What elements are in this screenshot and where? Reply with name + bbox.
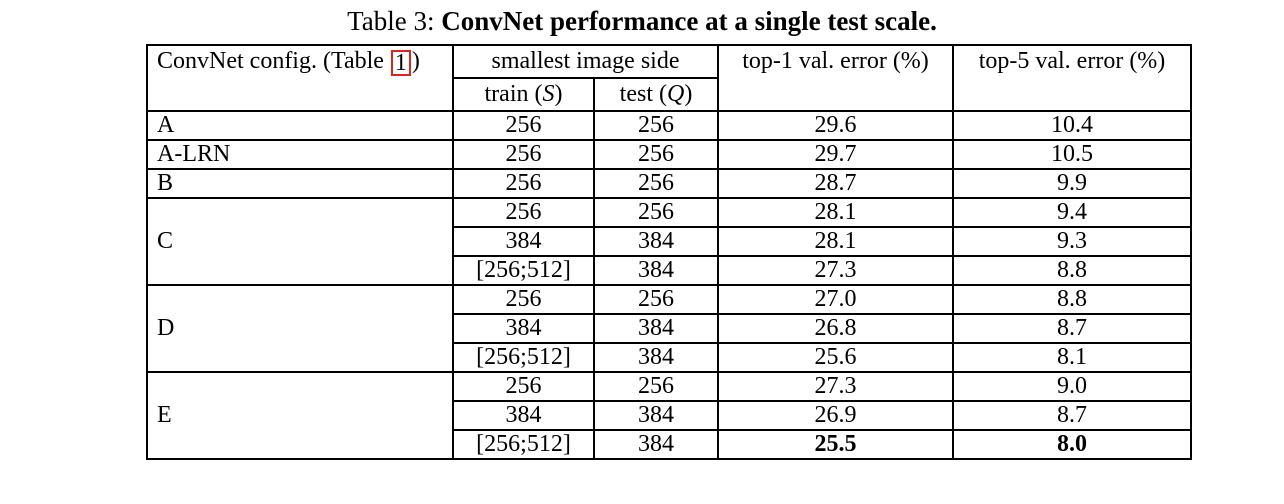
table-row-B: B 256 256 28.7 9.9 bbox=[146, 168, 1192, 199]
train-cell: [256;512] bbox=[452, 255, 595, 286]
header-row-2: train (S) test (Q) bbox=[147, 77, 1191, 112]
train-cell: 256 bbox=[452, 110, 595, 141]
train-cell: [256;512] bbox=[452, 342, 595, 373]
config-header-suffix: ) bbox=[411, 48, 420, 74]
top1-cell: 28.1 bbox=[717, 226, 954, 257]
test-cell: 384 bbox=[593, 342, 719, 373]
table-row-E-1: E 256 256 27.3 9.0 bbox=[146, 371, 1192, 460]
test-header-cell: test (Q) bbox=[593, 77, 719, 112]
top5-cell: 9.3 bbox=[952, 226, 1192, 257]
test-cell: 256 bbox=[593, 284, 719, 315]
train-symbol-S: S bbox=[542, 81, 555, 107]
test-cell: 256 bbox=[593, 197, 719, 228]
top1-cell: 28.1 bbox=[717, 197, 954, 228]
top5-cell: 8.1 bbox=[952, 342, 1192, 373]
train-cell: 256 bbox=[452, 197, 595, 228]
test-cell: 384 bbox=[593, 255, 719, 286]
test-cell: 384 bbox=[593, 400, 719, 431]
top5-cell: 10.5 bbox=[952, 139, 1192, 170]
train-header-suffix: ) bbox=[554, 81, 563, 107]
table1-citation-link[interactable]: 1 bbox=[390, 50, 411, 76]
train-cell: 384 bbox=[452, 313, 595, 344]
config-header-label: ConvNet config. (Table bbox=[157, 48, 390, 74]
train-cell: 384 bbox=[452, 226, 595, 257]
table-row-C-2: 384 384 28.1 9.3 bbox=[147, 226, 1192, 257]
test-cell: 256 bbox=[593, 168, 719, 199]
table-row-A: A 256 256 29.6 10.4 bbox=[146, 110, 1192, 141]
table-caption: Table 3: ConvNet performance at a single… bbox=[0, 5, 1284, 37]
test-cell: 256 bbox=[593, 110, 719, 141]
top1-cell: 27.3 bbox=[717, 255, 954, 286]
train-cell: 256 bbox=[452, 284, 595, 315]
top5-cell: 9.9 bbox=[952, 168, 1192, 199]
train-header-cell: train (S) bbox=[452, 77, 595, 112]
top1-cell: 26.8 bbox=[717, 313, 954, 344]
caption-prefix: Table 3: bbox=[347, 6, 442, 36]
top1-header-cell: top-1 val. error (%) bbox=[717, 44, 954, 112]
convnet-performance-table: ConvNet config. (Table 1) smallest image… bbox=[146, 44, 1192, 460]
config-header-cell: ConvNet config. (Table 1) bbox=[146, 44, 454, 112]
top5-cell: 8.8 bbox=[952, 255, 1192, 286]
config-cell: C bbox=[146, 197, 454, 286]
config-cell: D bbox=[146, 284, 454, 373]
table-row-E-3: [256;512] 384 25.5 8.0 bbox=[147, 429, 1192, 460]
test-header-suffix: ) bbox=[684, 81, 693, 107]
train-cell: 256 bbox=[452, 168, 595, 199]
config-cell: E bbox=[146, 371, 454, 460]
top5-cell: 8.8 bbox=[952, 284, 1192, 315]
train-cell: 384 bbox=[452, 400, 595, 431]
test-cell: 384 bbox=[593, 429, 719, 460]
train-cell: [256;512] bbox=[452, 429, 595, 460]
top1-cell: 28.7 bbox=[717, 168, 954, 199]
train-cell: 256 bbox=[452, 139, 595, 170]
test-header-prefix: test ( bbox=[619, 81, 667, 107]
header-row-1: ConvNet config. (Table 1) smallest image… bbox=[146, 44, 1192, 112]
top5-cell: 8.7 bbox=[952, 400, 1192, 431]
top1-cell: 29.7 bbox=[717, 139, 954, 170]
table-row-E-2: 384 384 26.9 8.7 bbox=[147, 400, 1192, 431]
top1-cell: 29.6 bbox=[717, 110, 954, 141]
table-row-C-1: C 256 256 28.1 9.4 bbox=[146, 197, 1192, 286]
top1-cell: 27.3 bbox=[717, 371, 954, 402]
top5-header-cell: top-5 val. error (%) bbox=[952, 44, 1192, 112]
test-cell: 384 bbox=[593, 313, 719, 344]
train-header-prefix: train ( bbox=[484, 81, 543, 107]
test-symbol-Q: Q bbox=[666, 81, 685, 107]
top1-cell: 27.0 bbox=[717, 284, 954, 315]
config-cell: A-LRN bbox=[146, 139, 454, 170]
caption-emphasis: ConvNet performance at a single test sca… bbox=[441, 6, 937, 36]
table-row-D-2: 384 384 26.8 8.7 bbox=[147, 313, 1192, 344]
test-cell: 256 bbox=[593, 371, 719, 402]
table-row-D-1: D 256 256 27.0 8.8 bbox=[146, 284, 1192, 373]
top1-cell: 25.6 bbox=[717, 342, 954, 373]
table-row-A-LRN: A-LRN 256 256 29.7 10.5 bbox=[146, 139, 1192, 170]
top5-cell: 10.4 bbox=[952, 110, 1192, 141]
top5-cell: 9.0 bbox=[952, 371, 1192, 402]
test-cell: 256 bbox=[593, 139, 719, 170]
train-cell: 256 bbox=[452, 371, 595, 402]
top5-cell: 8.0 bbox=[952, 429, 1192, 460]
top1-cell: 25.5 bbox=[717, 429, 954, 460]
top5-cell: 8.7 bbox=[952, 313, 1192, 344]
top5-cell: 9.4 bbox=[952, 197, 1192, 228]
table-row-D-3: [256;512] 384 25.6 8.1 bbox=[147, 342, 1192, 373]
table-row-C-3: [256;512] 384 27.3 8.8 bbox=[147, 255, 1192, 286]
test-cell: 384 bbox=[593, 226, 719, 257]
smallest-image-side-header-cell: smallest image side bbox=[452, 44, 719, 79]
config-cell: A bbox=[146, 110, 454, 141]
config-cell: B bbox=[146, 168, 454, 199]
top1-cell: 26.9 bbox=[717, 400, 954, 431]
